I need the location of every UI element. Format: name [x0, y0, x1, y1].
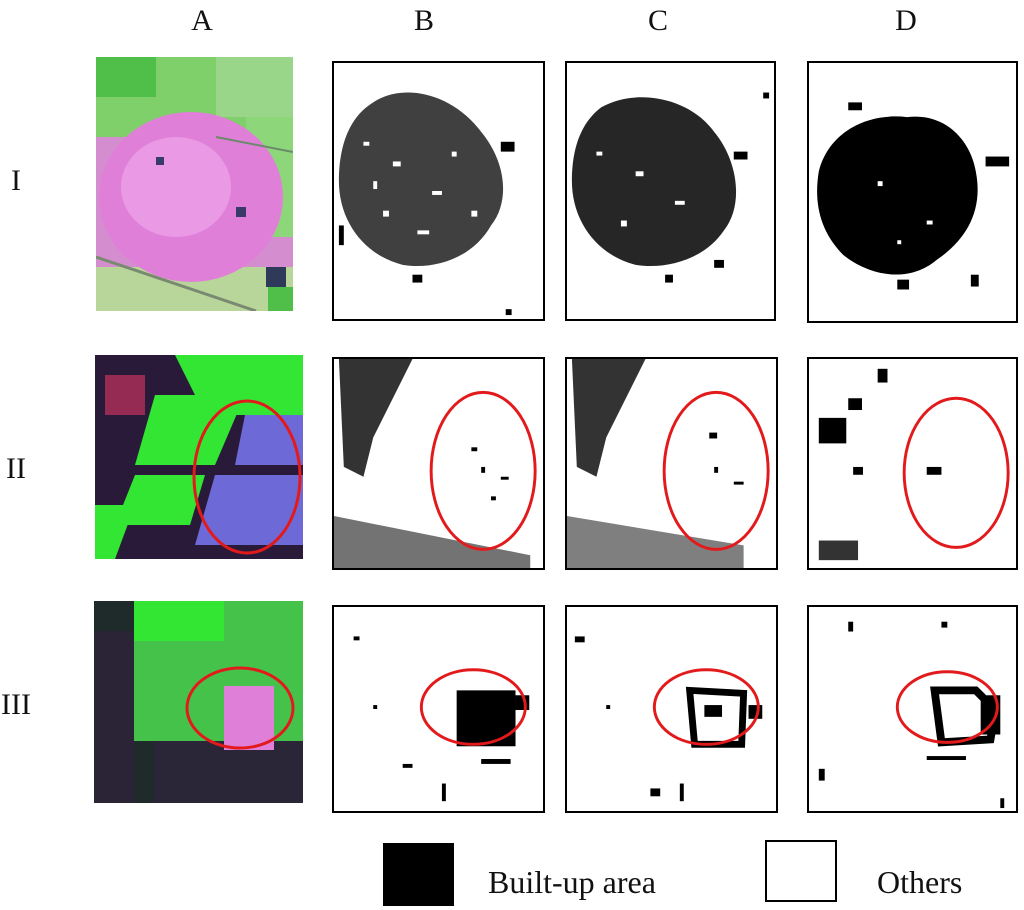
satellite-image-row-2 — [95, 355, 303, 559]
classification-map-row-1-b — [332, 61, 545, 321]
satellite-image-row-3 — [94, 601, 303, 803]
classification-map-row-3-b — [332, 605, 545, 813]
classification-map-row-2-d — [807, 357, 1018, 570]
column-label-c: C — [647, 4, 668, 37]
row-label-i: I — [11, 164, 21, 197]
classification-map-row-3-c — [565, 605, 778, 813]
classification-map-row-1-d — [807, 61, 1018, 323]
classification-map-row-2-b — [332, 357, 545, 570]
classification-map-row-1-c — [565, 61, 776, 321]
row-label-iii: III — [1, 688, 31, 721]
satellite-image-row-1 — [96, 57, 293, 311]
classification-map-row-3-d — [807, 605, 1018, 813]
legend-swatch-built-up — [383, 843, 454, 906]
legend-swatch-others — [765, 840, 837, 902]
column-label-a: A — [191, 4, 213, 37]
highlight-ellipse — [429, 390, 537, 551]
row-label-ii: II — [6, 452, 26, 485]
column-label-d: D — [895, 4, 917, 37]
legend-label-others: Others — [877, 864, 963, 900]
column-label-b: B — [413, 4, 434, 37]
legend-label-built-up: Built-up area — [488, 864, 656, 900]
classification-map-row-2-c — [565, 357, 778, 570]
